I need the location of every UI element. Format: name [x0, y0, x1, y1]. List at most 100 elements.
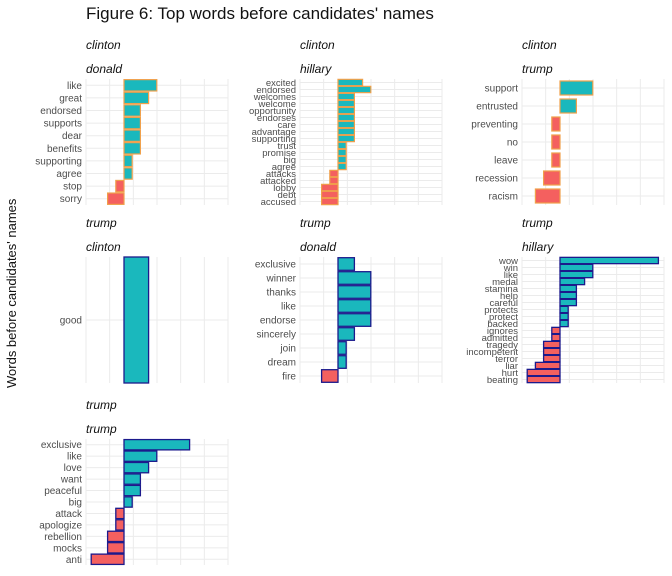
facet-strip-label: clinton [86, 38, 121, 52]
facet-strip-label: donald [300, 240, 337, 254]
bar [559, 284, 578, 293]
bar [559, 319, 569, 328]
tick-label: liar [505, 361, 518, 372]
bar [123, 484, 142, 497]
tick-label: like [67, 452, 82, 463]
tick-label: attacked [260, 176, 296, 187]
facet-strip-label: hillary [300, 62, 332, 76]
tick-label: no [507, 138, 519, 149]
bar [337, 285, 372, 299]
tick-label: welcome [258, 99, 297, 110]
bar [329, 169, 339, 178]
tick-label: promise [262, 148, 296, 159]
tick-label: big [283, 155, 296, 166]
facet-strip-label: clinton [300, 38, 335, 52]
tick-label: benefits [47, 144, 82, 155]
tick-label: supporting [252, 134, 296, 145]
bar [123, 154, 133, 168]
bar [337, 85, 372, 94]
tick-label: join [279, 344, 296, 355]
bar [123, 91, 150, 105]
tick-label: stamina [485, 284, 519, 295]
tick-label: love [64, 463, 83, 474]
tick-label: peaceful [44, 486, 82, 497]
tick-label: accused [261, 197, 296, 208]
tick-label: preventing [471, 120, 518, 131]
tick-label: like [281, 302, 296, 313]
tick-label: like [504, 270, 518, 281]
tick-label: lobby [273, 183, 296, 194]
tick-label: advantage [252, 127, 296, 138]
tick-label: apologize [39, 520, 82, 531]
facet-strip-label: clinton [522, 38, 557, 52]
tick-label: big [69, 498, 82, 509]
bar [337, 106, 355, 115]
facet-strip-label: trump [86, 398, 117, 412]
tick-label: good [60, 316, 82, 327]
bar [106, 530, 125, 543]
bar [123, 79, 158, 92]
tick-label: thanks [267, 288, 296, 299]
bar [123, 256, 150, 384]
bar [337, 148, 347, 157]
bar [337, 120, 355, 129]
tick-label: admitted [482, 333, 518, 344]
bar [551, 326, 561, 335]
tick-label: supports [44, 119, 82, 130]
bar [526, 368, 561, 377]
bar [337, 327, 356, 341]
bar [559, 298, 578, 307]
tick-label: dear [62, 131, 83, 142]
bar [337, 155, 347, 164]
tick-label: protects [484, 305, 518, 316]
bar [337, 355, 347, 369]
bar [321, 190, 339, 199]
tick-label: anti [66, 555, 82, 566]
tick-label: want [60, 475, 82, 486]
tick-label: excited [266, 78, 296, 89]
tick-label: winner [266, 274, 297, 285]
tick-label: sorry [60, 194, 82, 205]
tick-label: fire [282, 372, 296, 383]
bar [542, 354, 561, 363]
facet-strip-label: trump [86, 216, 117, 230]
facet-strip-label: trump [522, 216, 553, 230]
bar [337, 162, 347, 171]
bar [337, 78, 364, 87]
bar [542, 170, 561, 186]
bar [337, 141, 347, 150]
bar [559, 80, 594, 96]
tick-label: terror [495, 354, 518, 365]
bar [337, 127, 355, 136]
bar [559, 277, 586, 286]
tick-label: opportunity [249, 106, 296, 117]
tick-label: rebellion [44, 532, 82, 543]
bar [559, 270, 594, 279]
tick-label: tragedy [486, 340, 518, 351]
facet-strip-label: trump [300, 216, 331, 230]
bar [123, 116, 141, 130]
bar [123, 473, 142, 485]
tick-label: endorsed [40, 106, 82, 117]
bar [337, 134, 355, 143]
bar [337, 113, 355, 122]
bar [123, 496, 133, 508]
bar [123, 438, 191, 451]
tick-label: beating [487, 375, 518, 386]
tick-label: stop [63, 182, 82, 193]
bar [337, 313, 372, 327]
facet-strip-label: hillary [522, 240, 554, 254]
bar [329, 176, 339, 185]
tick-label: mocks [53, 543, 82, 554]
tick-label: trust [278, 141, 297, 152]
bar [115, 179, 125, 193]
tick-label: entrusted [476, 102, 518, 113]
bar [542, 347, 561, 356]
bar [534, 361, 561, 370]
